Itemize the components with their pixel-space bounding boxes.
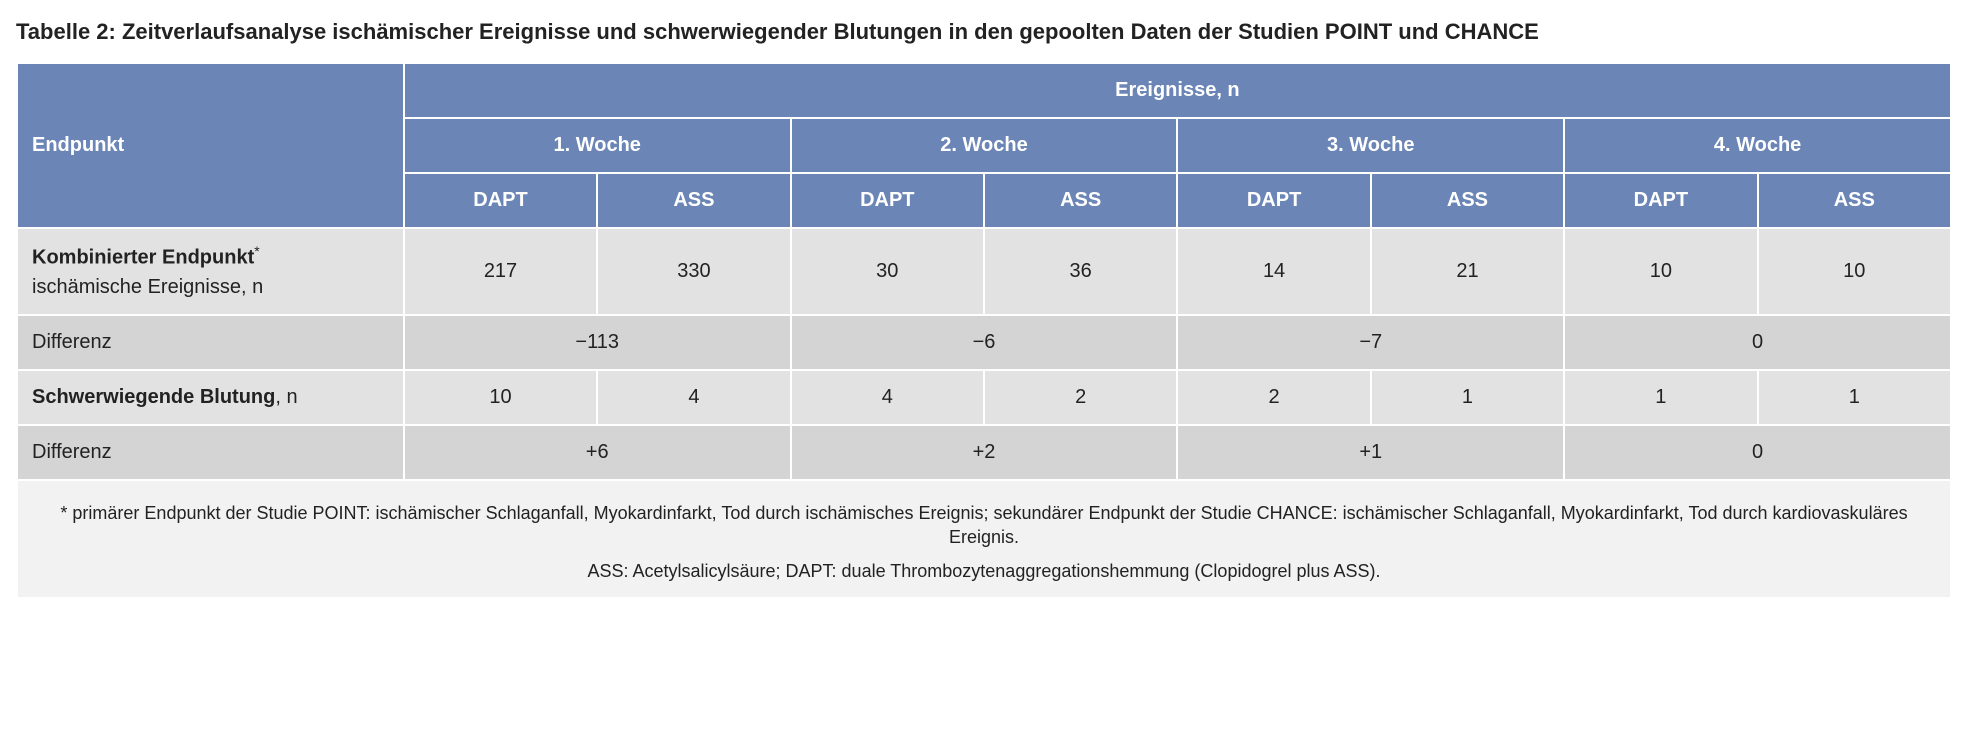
th-sub-2-ass: ASS	[984, 173, 1177, 228]
cell: 4	[791, 370, 984, 425]
cell: 14	[1177, 228, 1370, 315]
cell: 330	[597, 228, 790, 315]
th-sub-1-dapt: DAPT	[404, 173, 597, 228]
th-sub-4-dapt: DAPT	[1564, 173, 1757, 228]
cell: 30	[791, 228, 984, 315]
th-week-1: 1. Woche	[404, 118, 791, 173]
cell: −6	[791, 315, 1178, 370]
cell: +2	[791, 425, 1178, 480]
table-caption: Tabelle 2: Zeitverlaufsanalyse ischämisc…	[16, 16, 1952, 48]
cell: 36	[984, 228, 1177, 315]
cell: 0	[1564, 315, 1951, 370]
th-week-3: 3. Woche	[1177, 118, 1564, 173]
row-label-kombi: Kombinierter Endpunkt* ischämische Ereig…	[17, 228, 404, 315]
row-label-blut: Schwerwiegende Blutung, n	[17, 370, 404, 425]
row-label-diff1: Differenz	[17, 315, 404, 370]
th-ereignisse: Ereignisse, n	[404, 63, 1951, 118]
cell: 2	[1177, 370, 1370, 425]
table-body: Kombinierter Endpunkt* ischämische Ereig…	[17, 228, 1951, 599]
th-endpunkt: Endpunkt	[17, 63, 404, 228]
cell: 217	[404, 228, 597, 315]
cell: +6	[404, 425, 791, 480]
th-sub-4-ass: ASS	[1758, 173, 1951, 228]
footnote-cell: * primärer Endpunkt der Studie POINT: is…	[17, 480, 1951, 599]
th-sub-1-ass: ASS	[597, 173, 790, 228]
cell: 1	[1564, 370, 1757, 425]
row-label-diff2: Differenz	[17, 425, 404, 480]
cell: 10	[1564, 228, 1757, 315]
footnote-line1: * primärer Endpunkt der Studie POINT: is…	[32, 493, 1936, 552]
row-label-suffix: , n	[275, 386, 297, 408]
table-row: Differenz +6 +2 +1 0	[17, 425, 1951, 480]
table-row: Differenz −113 −6 −7 0	[17, 315, 1951, 370]
data-table: Endpunkt Ereignisse, n 1. Woche 2. Woche…	[16, 62, 1952, 600]
th-sub-3-dapt: DAPT	[1177, 173, 1370, 228]
th-sub-2-dapt: DAPT	[791, 173, 984, 228]
cell: 0	[1564, 425, 1951, 480]
th-sub-3-ass: ASS	[1371, 173, 1564, 228]
table-row: Schwerwiegende Blutung, n 10 4 4 2 2 1 1…	[17, 370, 1951, 425]
th-week-2: 2. Woche	[791, 118, 1178, 173]
cell: 10	[404, 370, 597, 425]
cell: −113	[404, 315, 791, 370]
cell: 10	[1758, 228, 1951, 315]
cell: 1	[1758, 370, 1951, 425]
cell: 21	[1371, 228, 1564, 315]
table-row: Kombinierter Endpunkt* ischämische Ereig…	[17, 228, 1951, 315]
cell: +1	[1177, 425, 1564, 480]
th-week-4: 4. Woche	[1564, 118, 1951, 173]
row-label-bold: Schwerwiegende Blutung	[32, 386, 275, 408]
footnote-line2: ASS: Acetylsalicylsäure; DAPT: duale Thr…	[32, 551, 1936, 585]
footnote-row: * primärer Endpunkt der Studie POINT: is…	[17, 480, 1951, 599]
cell: −7	[1177, 315, 1564, 370]
cell: 2	[984, 370, 1177, 425]
row-label-line2: ischämische Ereignisse, n	[32, 276, 263, 298]
table-header: Endpunkt Ereignisse, n 1. Woche 2. Woche…	[17, 63, 1951, 228]
cell: 4	[597, 370, 790, 425]
cell: 1	[1371, 370, 1564, 425]
asterisk-icon: *	[254, 243, 259, 259]
row-label-bold: Kombinierter Endpunkt	[32, 247, 254, 269]
